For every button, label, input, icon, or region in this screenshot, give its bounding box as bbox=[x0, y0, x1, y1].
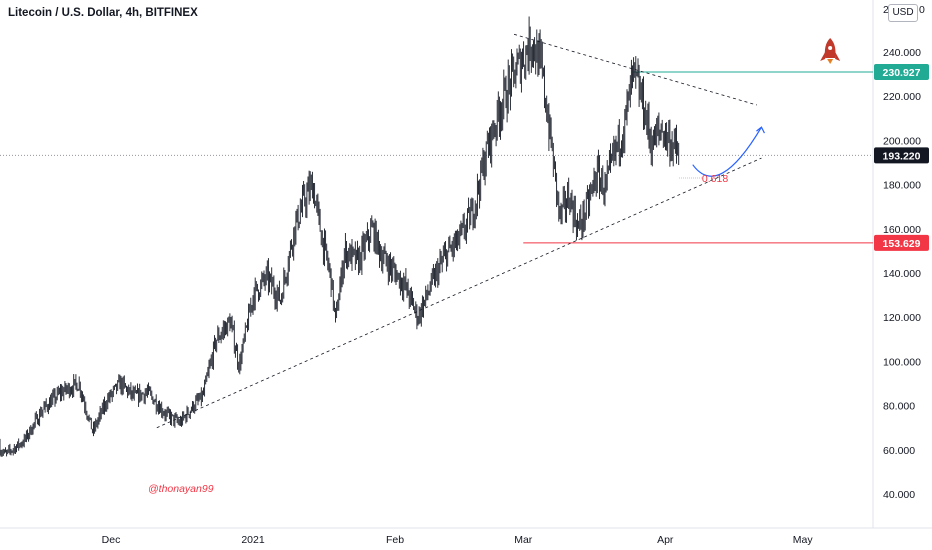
y-tick-label: 60.000 bbox=[883, 445, 915, 457]
x-tick-label: 2021 bbox=[241, 534, 265, 546]
x-tick-label: Feb bbox=[386, 534, 404, 546]
x-tick-label: Apr bbox=[657, 534, 674, 546]
currency-button[interactable]: USD bbox=[888, 4, 918, 22]
y-tick-label: 160.000 bbox=[883, 224, 921, 236]
y-tick-label: 80.000 bbox=[883, 401, 915, 413]
symbol-title: Litecoin / U.S. Dollar, 4h, BITFINEX bbox=[8, 7, 198, 19]
watermark-text: @thonayan99 bbox=[148, 483, 214, 495]
projection-curve[interactable] bbox=[692, 126, 762, 177]
rocket-icon[interactable] bbox=[820, 38, 841, 64]
y-tick-label: 180.000 bbox=[883, 180, 921, 192]
projection-arrow-head bbox=[756, 126, 765, 134]
y-tick-label: 120.000 bbox=[883, 312, 921, 324]
top-partial-label: 2 bbox=[883, 4, 889, 16]
x-tick-labels: Dec 2021 Feb Mar Apr May bbox=[102, 534, 814, 546]
y-tick-label: 200.000 bbox=[883, 135, 921, 147]
y-tick-label: 140.000 bbox=[883, 268, 921, 280]
y-tick-label: 220.000 bbox=[883, 91, 921, 103]
fib-label: 0.618 bbox=[702, 173, 728, 185]
lower-trendline[interactable] bbox=[156, 157, 762, 429]
price-axis[interactable]: 240.000220.000200.000180.000160.000140.0… bbox=[872, 0, 921, 528]
price-tag bbox=[874, 64, 929, 81]
price-tag-label: 153.629 bbox=[883, 238, 921, 250]
y-tick-label: 240.000 bbox=[883, 47, 921, 59]
price-tag-label: 193.220 bbox=[883, 150, 921, 162]
annotations[interactable]: 0.618 bbox=[679, 38, 841, 185]
x-tick-label: May bbox=[793, 534, 814, 546]
x-tick-label: Mar bbox=[514, 534, 533, 546]
y-tick-label: 100.000 bbox=[883, 356, 921, 368]
price-tag bbox=[874, 234, 929, 251]
price-tag-label: 230.927 bbox=[883, 67, 921, 79]
price-tag bbox=[874, 147, 929, 164]
level-lines bbox=[0, 71, 873, 244]
y-tick-label: 40.000 bbox=[883, 489, 915, 501]
x-tick-label: Dec bbox=[102, 534, 121, 546]
time-axis[interactable]: Dec 2021 Feb Mar Apr May bbox=[0, 527, 932, 546]
price-tags: 230.927 193.220 153.629 bbox=[874, 64, 929, 251]
top-partial-label-2: 0 bbox=[919, 4, 925, 16]
y-tick-labels: 240.000 220.000 200.000 180.000 160.000 140.0… bbox=[883, 47, 921, 501]
candlesticks bbox=[0, 16, 680, 457]
